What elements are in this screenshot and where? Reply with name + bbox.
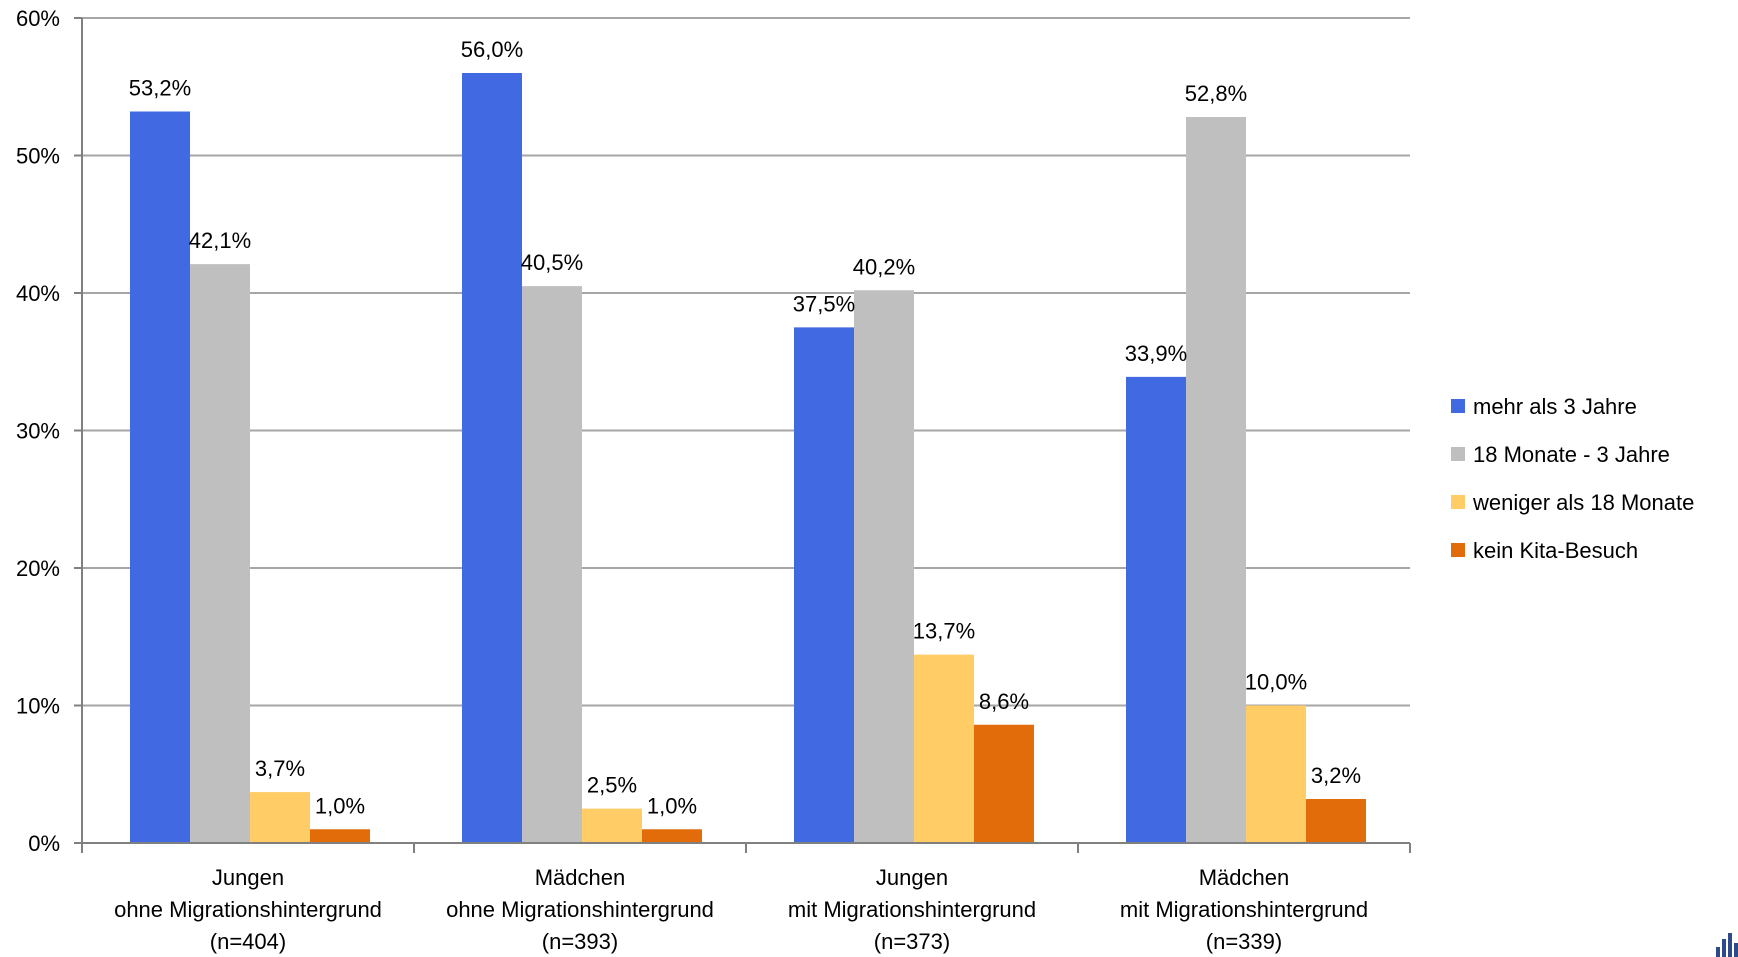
bar: [250, 792, 310, 843]
y-tick-label: 20%: [16, 556, 60, 581]
legend-swatch: [1451, 399, 1465, 413]
bar: [1186, 117, 1246, 843]
x-category-label: Jungen: [876, 865, 948, 890]
data-label: 1,0%: [315, 793, 365, 818]
x-category-label: (n=393): [542, 929, 618, 954]
x-category-label: (n=373): [874, 929, 950, 954]
data-label: 3,7%: [255, 756, 305, 781]
bar: [974, 724, 1034, 843]
legend-label: 18 Monate - 3 Jahre: [1473, 442, 1670, 467]
data-label: 8,6%: [979, 689, 1029, 714]
bars: [130, 73, 1366, 843]
y-tick-label: 50%: [16, 144, 60, 169]
bar: [642, 829, 702, 843]
legend-label: mehr als 3 Jahre: [1473, 394, 1637, 419]
x-category-label: Mädchen: [1199, 865, 1290, 890]
data-label: 42,1%: [189, 228, 251, 253]
data-labels: 53,2% 42,1% 3,7% 1,0% 56,0% 40,5% 2,5% 1,0% 37,5…: [129, 37, 1361, 818]
data-label: 13,7%: [913, 619, 975, 644]
data-label: 33,9%: [1125, 341, 1187, 366]
data-label: 40,5%: [521, 250, 583, 275]
x-category-label: Jungen: [212, 865, 284, 890]
x-category-label: mit Migrationshintergrund: [788, 897, 1036, 922]
bar: [582, 808, 642, 843]
logo-icon: [1714, 931, 1738, 957]
bar: [130, 111, 190, 843]
data-label: 53,2%: [129, 76, 191, 101]
axes: 0% 10% 20% 30% 40% 50% 60% Jungen ohne Migration…: [16, 6, 1411, 954]
y-tick-label: 0%: [28, 831, 60, 856]
bar: [1306, 799, 1366, 843]
x-category-label: (n=404): [210, 929, 286, 954]
bar: [854, 290, 914, 843]
legend-swatch: [1451, 447, 1465, 461]
data-label: 2,5%: [587, 773, 637, 798]
bar: [1126, 376, 1186, 843]
bar: [310, 829, 370, 843]
bar: [462, 73, 522, 843]
bar: [914, 654, 974, 843]
bar: [190, 264, 250, 843]
legend-label: kein Kita-Besuch: [1473, 538, 1638, 563]
y-tick-label: 30%: [16, 419, 60, 444]
data-label: 52,8%: [1185, 81, 1247, 106]
legend-swatch: [1451, 495, 1465, 509]
legend-label: weniger als 18 Monate: [1472, 490, 1694, 515]
x-category-label: (n=339): [1206, 929, 1282, 954]
x-category-label: ohne Migrationshintergrund: [114, 897, 382, 922]
legend: mehr als 3 Jahre 18 Monate - 3 Jahre wenig…: [1451, 394, 1694, 563]
data-label: 10,0%: [1245, 670, 1307, 695]
y-tick-label: 10%: [16, 694, 60, 719]
data-label: 1,0%: [647, 793, 697, 818]
x-category-label: Mädchen: [535, 865, 626, 890]
y-tick-label: 60%: [16, 6, 60, 31]
data-label: 56,0%: [461, 37, 523, 62]
legend-swatch: [1451, 543, 1465, 557]
bar: [522, 286, 582, 843]
data-label: 40,2%: [853, 254, 915, 279]
x-category-label: ohne Migrationshintergrund: [446, 897, 714, 922]
data-label: 37,5%: [793, 291, 855, 316]
bar: [794, 327, 854, 843]
data-label: 3,2%: [1311, 763, 1361, 788]
x-category-label: mit Migrationshintergrund: [1120, 897, 1368, 922]
bar: [1246, 705, 1306, 843]
y-tick-label: 40%: [16, 281, 60, 306]
